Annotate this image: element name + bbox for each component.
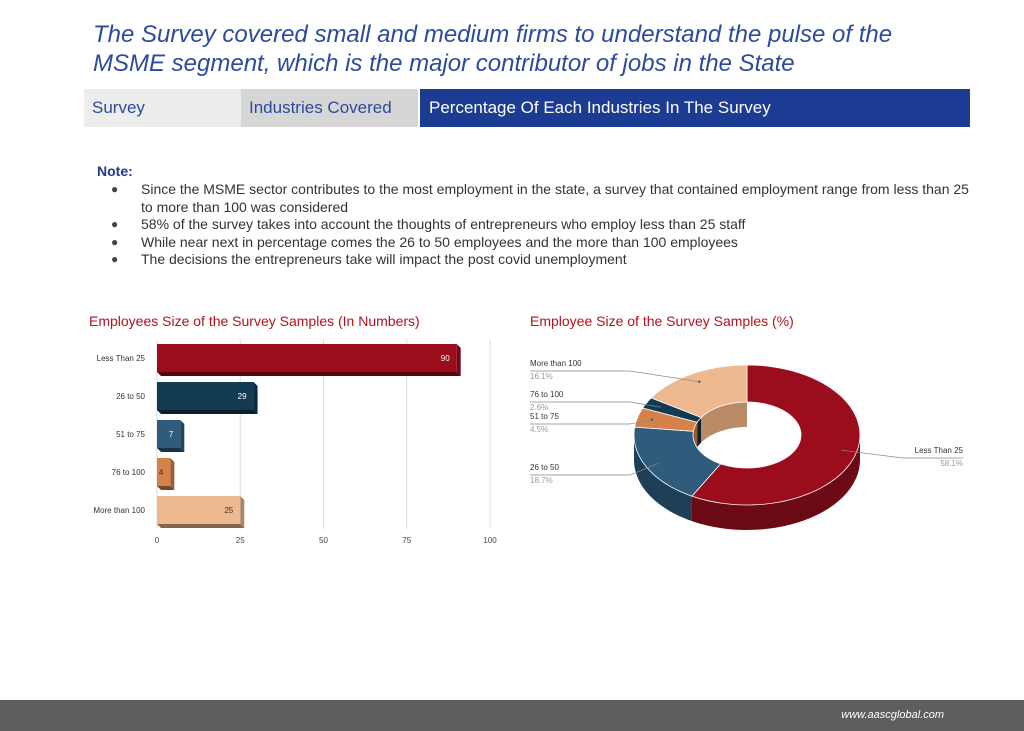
note-item-text: While near next in percentage comes the … — [141, 233, 738, 250]
tab-percentage-of-each-industries[interactable]: Percentage Of Each Industries In The Sur… — [420, 89, 970, 127]
slice-label: More than 100 — [530, 359, 582, 368]
category-label: More than 100 — [93, 506, 145, 515]
leader-line — [530, 370, 700, 383]
tab-survey[interactable]: Survey — [84, 89, 241, 127]
note-item-text: 58% of the survey takes into account the… — [141, 216, 746, 232]
page-title: The Survey covered small and medium firm… — [93, 20, 973, 78]
leader-line — [530, 401, 660, 408]
slice-percent-label: 2.6% — [530, 403, 548, 412]
x-tick-label: 50 — [319, 536, 328, 545]
leader-line — [842, 449, 963, 459]
bullet-icon: ● — [111, 182, 119, 196]
bar-value-label: 90 — [441, 354, 450, 363]
leader-dot — [658, 405, 661, 409]
bar — [157, 344, 457, 372]
category-label: Less Than 25 — [97, 354, 146, 363]
slice-percent-label: 4.5% — [530, 425, 548, 434]
footer-bar: www.aascglobal.com — [0, 700, 1024, 731]
note-item: ● The decisions the entrepreneurs take wi… — [97, 251, 977, 269]
leader-dot — [840, 449, 844, 452]
leader-dot — [658, 461, 661, 465]
bar-value-label: 7 — [169, 430, 174, 439]
bar-value-label: 25 — [224, 506, 233, 515]
bar-bottom — [157, 524, 245, 528]
category-label: 26 to 50 — [116, 392, 145, 401]
bar-bottom — [157, 486, 175, 490]
bar-side — [456, 344, 461, 376]
leader-dot — [698, 380, 701, 383]
donut-side-wall — [634, 435, 692, 522]
bar-side — [180, 420, 185, 452]
tab-bar: Survey Industries Covered Percentage Of … — [84, 89, 970, 127]
category-label: 51 to 75 — [116, 430, 145, 439]
footer-url: www.aascglobal.com — [841, 709, 944, 721]
category-label: 76 to 100 — [112, 468, 146, 477]
bullet-icon: ● — [111, 252, 119, 266]
employee-size-donut-chart: Less Than 25 58.1% 26 to 50 18.7% 51 to 75 4.… — [530, 359, 964, 530]
bullet-icon: ● — [111, 234, 119, 249]
bar — [157, 420, 181, 448]
bar-bottom — [157, 410, 258, 414]
slice-percent-label: 58.1% — [940, 459, 963, 468]
bar-bottom — [157, 448, 185, 452]
donut-chart-title: Employee Size of the Survey Samples (%) — [530, 313, 794, 329]
x-tick-label: 0 — [155, 536, 160, 545]
donut-side-wall — [691, 435, 860, 530]
note-item: ● While near next in percentage comes the… — [97, 234, 977, 252]
note-section: Note: ● Since the MSME sector contributes… — [97, 163, 977, 269]
bullet-icon: ● — [111, 217, 119, 231]
note-item: ● 58% of the survey takes into account th… — [97, 216, 977, 234]
x-tick-label: 25 — [236, 536, 245, 545]
x-tick-label: 75 — [402, 536, 411, 545]
page-title-line-2: MSME segment, which is the major contrib… — [93, 50, 795, 77]
donut-inner-wall — [697, 417, 702, 448]
employee-size-bar-chart: 0 25 50 75 100 Less Than 25 90 26 to 50 29 51 to … — [93, 339, 497, 545]
page-title-line-1: The Survey covered small and medium firm… — [93, 21, 893, 48]
x-tick-label: 100 — [483, 536, 497, 545]
bar-value-label: 4 — [159, 468, 164, 477]
note-title: Note: — [97, 163, 133, 179]
note-list: ● Since the MSME sector contributes to th… — [97, 181, 977, 269]
slice-label: 26 to 50 — [530, 463, 559, 472]
tab-industries-covered[interactable]: Industries Covered — [241, 89, 420, 127]
bar-side — [253, 382, 258, 414]
slice-label: 51 to 75 — [530, 412, 559, 421]
slice-label: 76 to 100 — [530, 390, 564, 399]
leader-line — [530, 419, 652, 425]
leader-dot — [650, 418, 654, 421]
slice-percent-label: 18.7% — [530, 476, 553, 485]
note-item-text: Since the MSME sector contributes to the… — [141, 181, 969, 215]
slice-label: Less Than 25 — [915, 446, 964, 455]
bar-side — [170, 458, 175, 490]
donut-inner-wall — [701, 402, 747, 443]
bar-bottom — [157, 372, 461, 376]
slice-percent-label: 16.1% — [530, 372, 553, 381]
bar-chart-title: Employees Size of the Survey Samples (In… — [89, 313, 420, 329]
bar-side — [240, 496, 245, 528]
bar — [157, 382, 254, 410]
note-item: ● Since the MSME sector contributes to th… — [97, 181, 977, 216]
bar — [157, 496, 241, 524]
donut-slice — [650, 364, 748, 418]
leader-line — [530, 462, 660, 476]
bar — [157, 458, 171, 486]
note-item-text: The decisions the entrepreneurs take wil… — [141, 251, 627, 267]
bar-value-label: 29 — [238, 392, 247, 401]
